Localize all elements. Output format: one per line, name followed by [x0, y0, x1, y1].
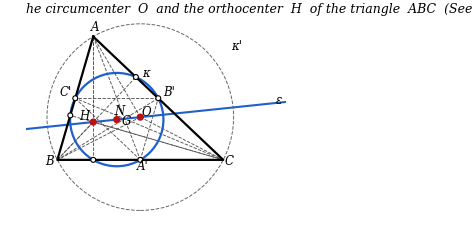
Circle shape [138, 157, 143, 162]
Text: κ': κ' [231, 40, 242, 53]
Circle shape [156, 96, 161, 101]
Text: A: A [91, 21, 100, 34]
Text: B': B' [164, 86, 175, 99]
Text: B: B [45, 155, 54, 168]
Text: O: O [141, 106, 151, 119]
Text: A': A' [137, 160, 148, 173]
Text: C: C [224, 155, 233, 168]
Circle shape [73, 96, 78, 101]
Text: C': C' [59, 86, 71, 99]
Circle shape [137, 114, 143, 120]
Text: he circumcenter  O  and the orthocenter  H  of the triangle  ABC  (See: he circumcenter O and the orthocenter H … [26, 3, 472, 16]
Circle shape [114, 117, 119, 123]
Text: H: H [79, 110, 90, 123]
Text: ε: ε [276, 94, 283, 107]
Text: N: N [114, 105, 124, 118]
Text: G: G [122, 116, 132, 128]
Text: κ: κ [142, 67, 150, 80]
Circle shape [91, 157, 96, 162]
Circle shape [68, 113, 73, 118]
Circle shape [91, 119, 96, 125]
Circle shape [134, 75, 138, 80]
